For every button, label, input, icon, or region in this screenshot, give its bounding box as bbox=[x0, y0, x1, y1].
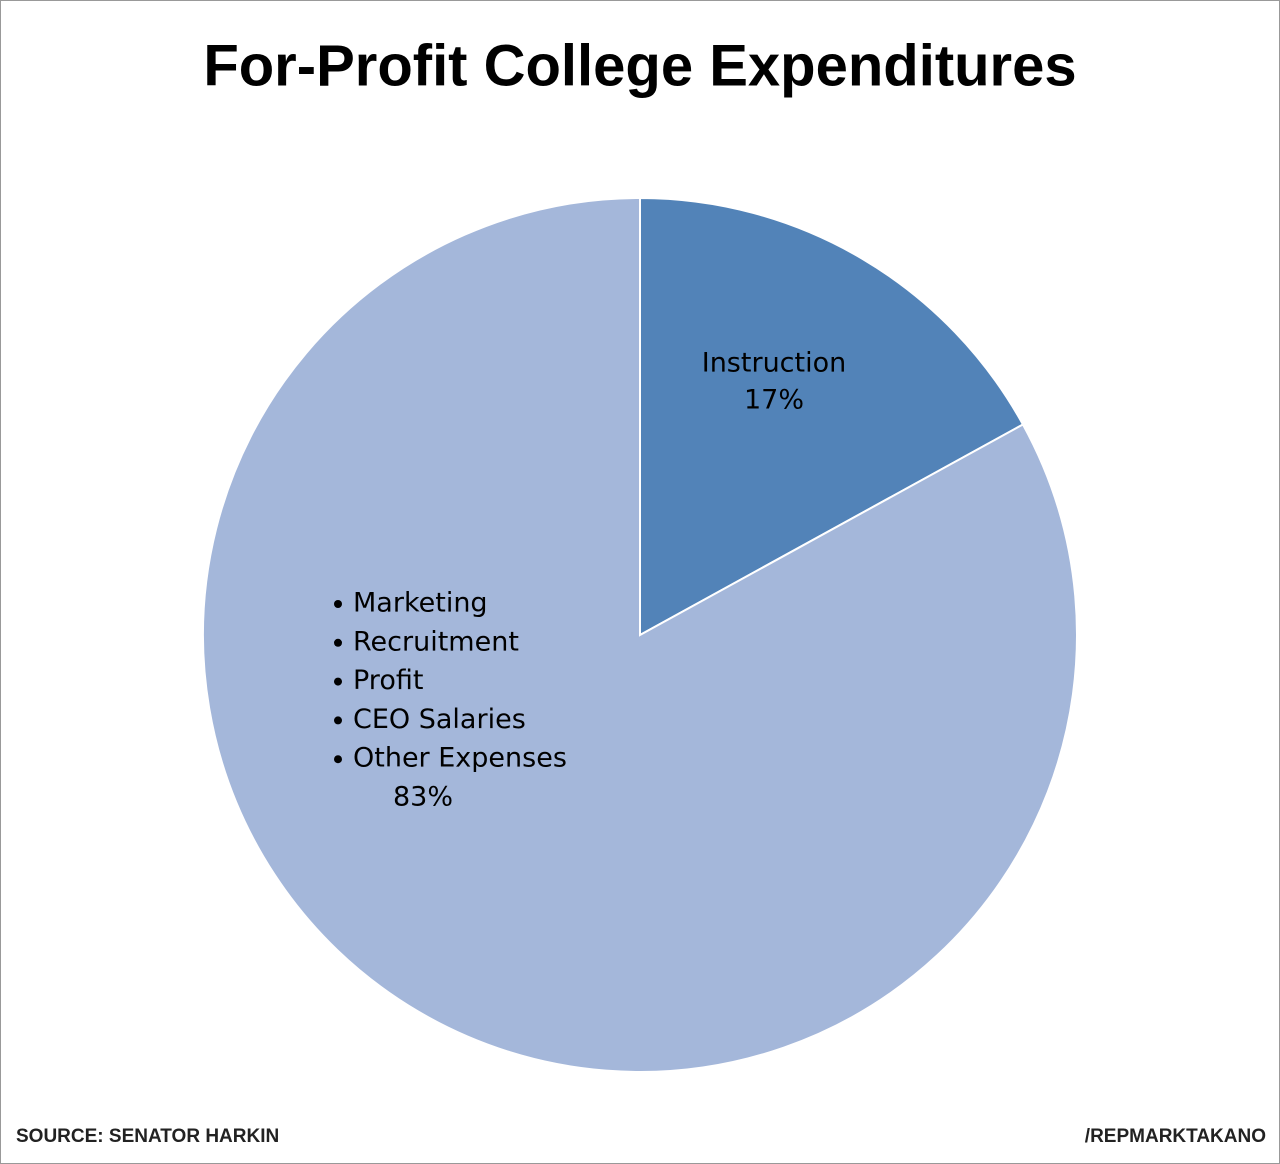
value-label: 17% bbox=[744, 385, 804, 416]
bullet bbox=[334, 677, 342, 686]
pie-slice bbox=[202, 196, 1078, 1073]
value-label: 83% bbox=[393, 782, 453, 813]
chart-title: For-Profit College Expenditures bbox=[203, 33, 1076, 98]
slice-label: Profit bbox=[353, 665, 423, 696]
slice-label: CEO Salaries bbox=[353, 704, 526, 735]
slice-label: Instruction bbox=[702, 348, 847, 379]
slice-label: Marketing bbox=[353, 588, 488, 619]
bullet bbox=[334, 638, 342, 647]
source: SOURCE: SENATOR HARKIN bbox=[16, 1126, 279, 1147]
bullet bbox=[334, 600, 342, 608]
slice-label: Recruitment bbox=[353, 626, 519, 657]
slice-label: Other Expenses bbox=[353, 743, 567, 774]
credit: /REPMARKTAKANO bbox=[1085, 1126, 1266, 1147]
bullet bbox=[334, 755, 342, 764]
bullet bbox=[334, 716, 342, 725]
pie-slice bbox=[639, 196, 1025, 637]
